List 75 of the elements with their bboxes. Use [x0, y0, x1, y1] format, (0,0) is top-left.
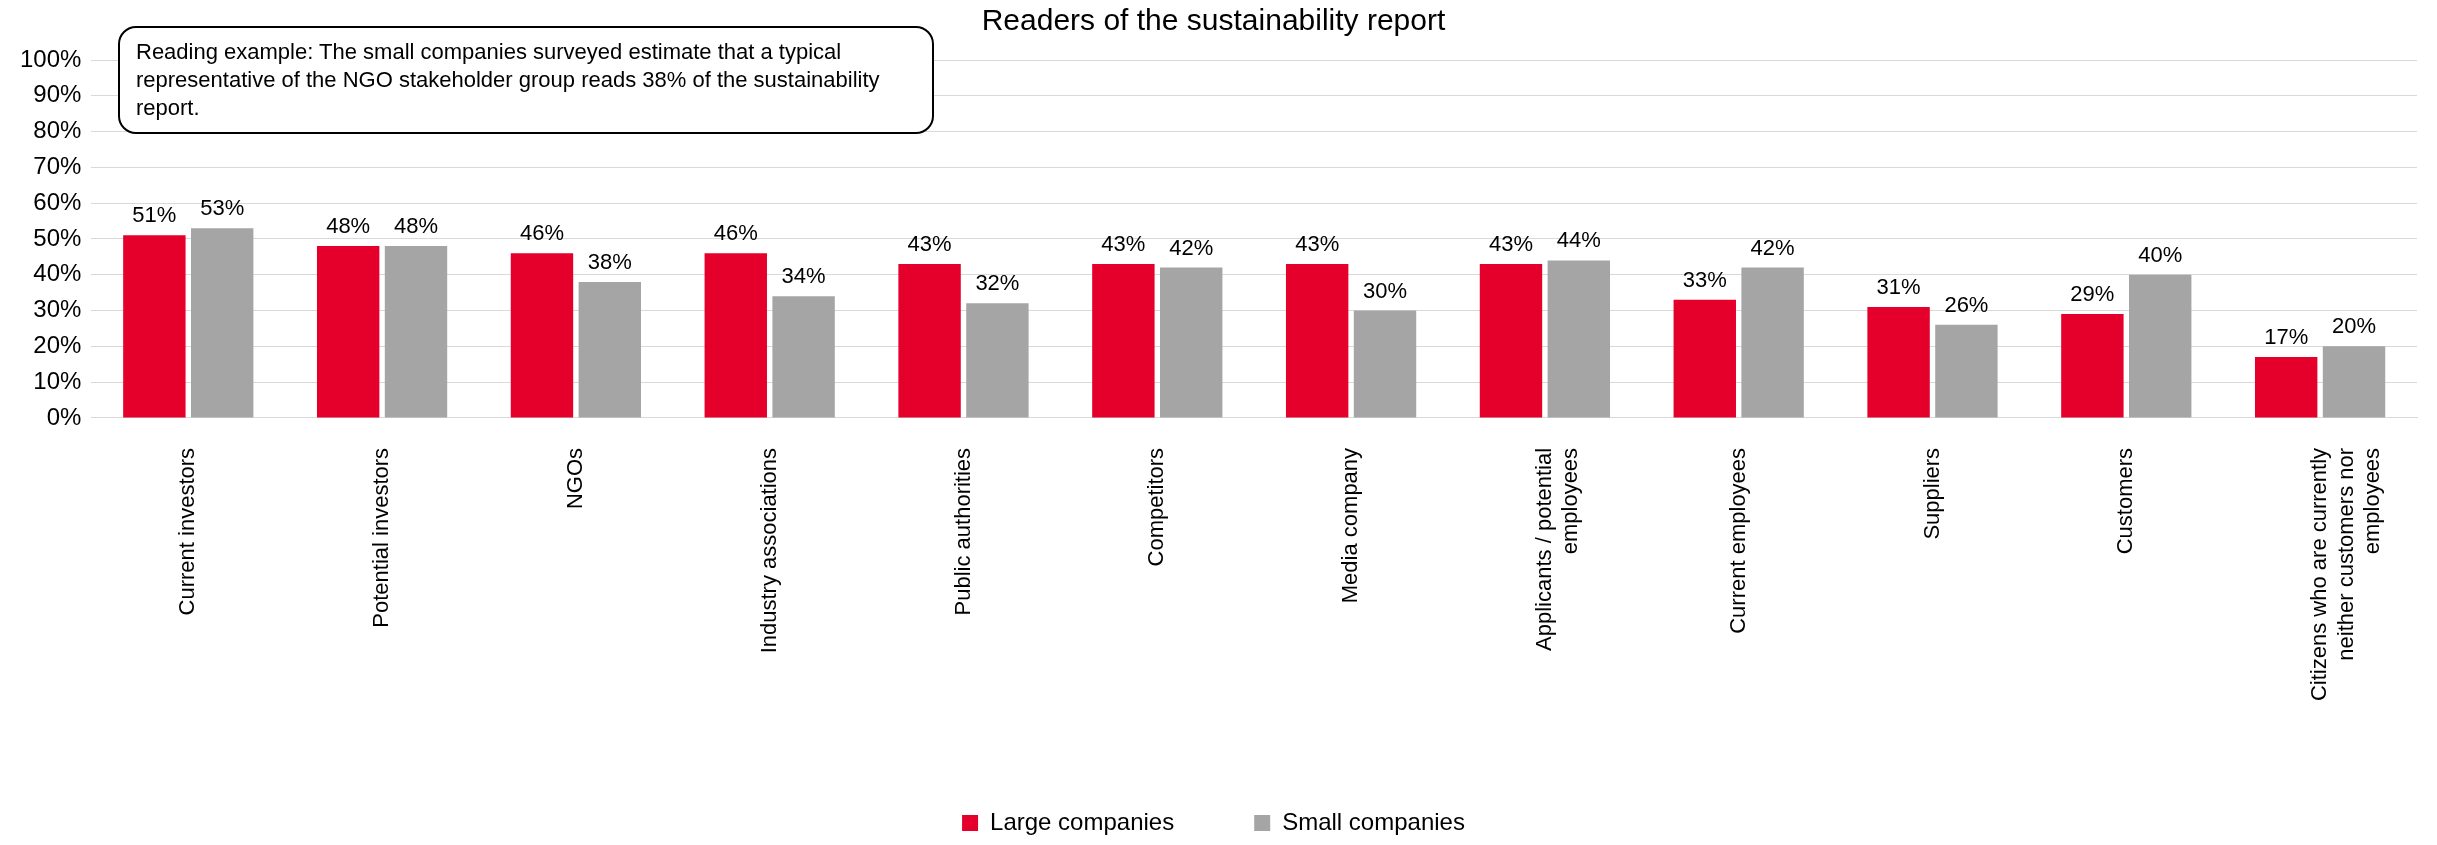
data-label: 43%	[1101, 231, 1146, 257]
legend-label: Small companies	[1282, 807, 1465, 835]
y-tick-label: 0%	[46, 402, 82, 430]
bar	[1160, 267, 1223, 418]
bar	[2061, 314, 2124, 418]
y-tick-label: 10%	[33, 366, 82, 394]
data-label: 43%	[1488, 231, 1533, 257]
bar	[1673, 299, 1736, 418]
y-tick-label: 40%	[33, 259, 82, 287]
bar	[772, 296, 835, 418]
bar	[1092, 264, 1155, 418]
data-label: 29%	[2070, 281, 2115, 307]
bar	[2254, 357, 2318, 418]
x-tick-label: Public authorities	[949, 447, 975, 616]
x-tick-label: Applicants / potential employees	[1530, 447, 1583, 651]
data-label: 43%	[907, 231, 952, 257]
data-label: 34%	[781, 263, 826, 289]
data-label: 43%	[1295, 231, 1340, 257]
y-tick-label: 20%	[33, 330, 82, 358]
y-tick-label: 60%	[33, 187, 82, 215]
x-tick-label: Customers	[2112, 447, 2138, 555]
x-tick-label: Competitors	[1143, 447, 1169, 567]
data-label: 51%	[132, 202, 177, 228]
chart-title: Readers of the sustainability report	[981, 3, 1446, 37]
bar	[316, 246, 380, 418]
bar	[384, 246, 448, 418]
bar	[1741, 267, 1804, 418]
bar	[1285, 264, 1349, 418]
data-label: 17%	[2264, 324, 2309, 350]
x-tick-label: Current investors	[174, 447, 200, 616]
data-label: 42%	[1169, 234, 1214, 260]
y-tick-label: 50%	[33, 223, 82, 251]
bar	[510, 253, 574, 418]
bar	[898, 264, 961, 418]
x-tick-label: Potential investors	[368, 447, 394, 628]
bar	[123, 235, 186, 418]
bar	[2322, 346, 2386, 418]
y-tick-label: 90%	[33, 80, 82, 108]
bar	[2129, 274, 2192, 418]
data-label: 48%	[326, 213, 371, 239]
y-tick-label: 70%	[33, 152, 82, 179]
bar	[704, 253, 767, 418]
data-label: 46%	[519, 220, 564, 246]
data-label: 20%	[2331, 313, 2377, 339]
data-label: 42%	[1750, 234, 1795, 260]
bar	[191, 228, 254, 418]
data-label: 53%	[200, 195, 245, 221]
data-label: 46%	[713, 220, 758, 246]
bar	[1547, 260, 1611, 418]
bar	[1479, 264, 1543, 418]
y-tick-label: 100%	[19, 44, 82, 72]
bar	[1935, 324, 1998, 418]
callout-box: Reading example: The small companies surveyed estimate that a typical representative of the NGO stakeholder group reads 38% of the sustainability report.	[118, 26, 934, 134]
bar	[1353, 310, 1417, 418]
x-tick-label: Industry associations	[755, 447, 781, 654]
bar	[578, 281, 641, 418]
data-label: 31%	[1876, 274, 1921, 300]
legend-label: Large companies	[990, 807, 1175, 835]
data-label: 30%	[1362, 277, 1408, 303]
y-tick-label: 80%	[33, 116, 82, 144]
data-label: 26%	[1944, 291, 1989, 317]
data-label: 33%	[1682, 266, 1727, 292]
x-tick-label: Current employees	[1724, 447, 1750, 634]
data-label: 40%	[2138, 241, 2183, 267]
bar	[966, 303, 1029, 418]
y-tick-label: 30%	[33, 295, 82, 323]
x-tick-label: Suppliers	[1918, 447, 1944, 540]
data-label: 32%	[975, 270, 1020, 296]
x-tick-label: Citizens who are currently neither customers nor employees	[2306, 447, 2384, 702]
data-label: 48%	[393, 213, 439, 239]
data-label: 38%	[587, 248, 632, 274]
bar	[1867, 306, 1930, 418]
data-label: 44%	[1556, 227, 1601, 253]
x-tick-label: Media company	[1337, 447, 1363, 604]
x-tick-label: NGOs	[561, 447, 587, 510]
